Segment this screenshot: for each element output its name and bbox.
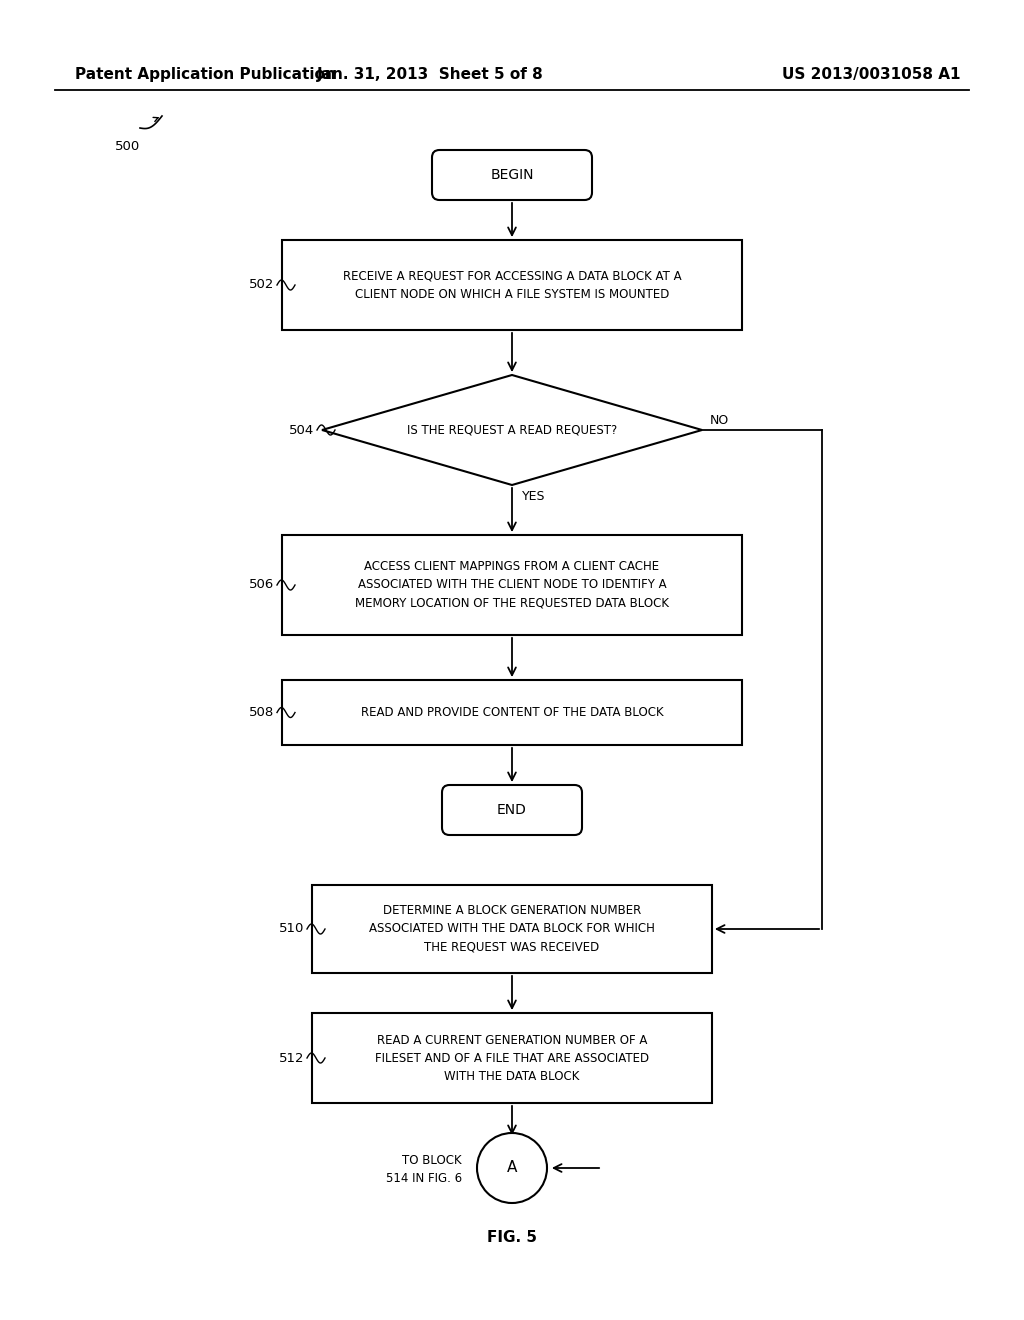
Text: 504: 504	[289, 424, 314, 437]
FancyBboxPatch shape	[282, 680, 742, 744]
Text: 502: 502	[249, 279, 274, 292]
FancyBboxPatch shape	[282, 240, 742, 330]
Text: READ AND PROVIDE CONTENT OF THE DATA BLOCK: READ AND PROVIDE CONTENT OF THE DATA BLO…	[360, 706, 664, 719]
Text: TO BLOCK: TO BLOCK	[402, 1154, 462, 1167]
Polygon shape	[322, 375, 702, 484]
Text: Patent Application Publication: Patent Application Publication	[75, 67, 336, 82]
Text: RECEIVE A REQUEST FOR ACCESSING A DATA BLOCK AT A
CLIENT NODE ON WHICH A FILE SY: RECEIVE A REQUEST FOR ACCESSING A DATA B…	[343, 269, 681, 301]
Text: READ A CURRENT GENERATION NUMBER OF A
FILESET AND OF A FILE THAT ARE ASSOCIATED
: READ A CURRENT GENERATION NUMBER OF A FI…	[375, 1034, 649, 1082]
FancyBboxPatch shape	[282, 535, 742, 635]
Text: FIG. 5: FIG. 5	[487, 1230, 537, 1246]
Text: DETERMINE A BLOCK GENERATION NUMBER
ASSOCIATED WITH THE DATA BLOCK FOR WHICH
THE: DETERMINE A BLOCK GENERATION NUMBER ASSO…	[369, 904, 655, 953]
Text: END: END	[497, 803, 527, 817]
Text: IS THE REQUEST A READ REQUEST?: IS THE REQUEST A READ REQUEST?	[407, 424, 617, 437]
Text: 510: 510	[279, 923, 304, 936]
Text: 506: 506	[249, 578, 274, 591]
Text: Jan. 31, 2013  Sheet 5 of 8: Jan. 31, 2013 Sheet 5 of 8	[316, 67, 544, 82]
Text: 500: 500	[115, 140, 140, 153]
Text: NO: NO	[710, 413, 729, 426]
Circle shape	[477, 1133, 547, 1203]
FancyBboxPatch shape	[432, 150, 592, 201]
FancyBboxPatch shape	[312, 884, 712, 973]
Text: BEGIN: BEGIN	[490, 168, 534, 182]
Text: A: A	[507, 1160, 517, 1176]
FancyBboxPatch shape	[312, 1012, 712, 1104]
Text: US 2013/0031058 A1: US 2013/0031058 A1	[781, 67, 961, 82]
Text: ACCESS CLIENT MAPPINGS FROM A CLIENT CACHE
ASSOCIATED WITH THE CLIENT NODE TO ID: ACCESS CLIENT MAPPINGS FROM A CLIENT CAC…	[355, 561, 669, 610]
Text: 514 IN FIG. 6: 514 IN FIG. 6	[386, 1172, 462, 1184]
Text: YES: YES	[522, 490, 546, 503]
Text: 508: 508	[249, 706, 274, 719]
Text: 512: 512	[279, 1052, 304, 1064]
FancyBboxPatch shape	[442, 785, 582, 836]
